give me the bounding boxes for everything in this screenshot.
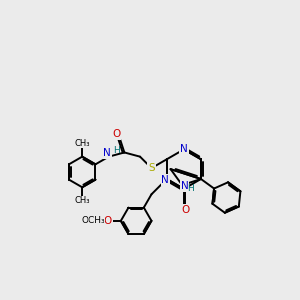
Text: O: O <box>112 129 120 139</box>
Text: N: N <box>103 148 111 158</box>
Text: N: N <box>161 175 169 185</box>
Text: H: H <box>113 146 119 155</box>
Text: CH₃: CH₃ <box>74 139 90 148</box>
Text: N: N <box>181 181 188 191</box>
Text: H: H <box>187 184 194 193</box>
Text: N: N <box>180 143 188 154</box>
Text: O: O <box>181 205 190 215</box>
Text: O: O <box>103 216 112 226</box>
Text: OCH₃: OCH₃ <box>81 216 105 225</box>
Text: S: S <box>148 163 155 173</box>
Text: CH₃: CH₃ <box>74 196 90 205</box>
